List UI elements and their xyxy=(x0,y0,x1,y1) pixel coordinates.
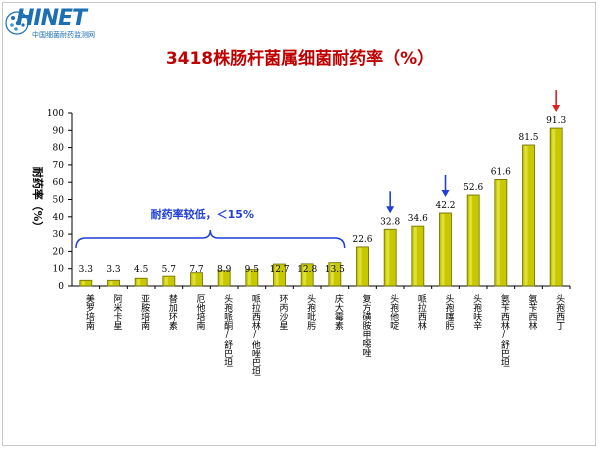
data-label: 32.8 xyxy=(380,217,400,227)
data-label: 5.7 xyxy=(162,265,177,275)
category-label: 头孢西丁 xyxy=(554,294,565,330)
logo-name: HINET xyxy=(16,6,87,31)
bar-highlight xyxy=(358,247,362,285)
y-tick-label: 40 xyxy=(53,213,65,223)
y-tick-label: 0 xyxy=(58,282,64,292)
data-label: 3.3 xyxy=(106,265,121,275)
hinet-logo: HINET 中国细菌耐药监测网 xyxy=(2,4,102,44)
bar xyxy=(494,179,508,287)
bar-highlight xyxy=(524,146,528,285)
arrow-head xyxy=(441,189,450,197)
y-tick-label: 100 xyxy=(47,109,64,119)
category-label: 头孢他啶 xyxy=(388,294,399,331)
category-label: 环丙沙星 xyxy=(278,294,289,330)
annotation-text: 耐药率较低，＜15% xyxy=(151,207,254,221)
bar-highlight xyxy=(109,281,113,285)
bar-highlight xyxy=(496,180,500,285)
bar-highlight xyxy=(247,270,251,285)
category-label: 复方磺胺甲噁唑 xyxy=(361,293,372,357)
bar-highlight xyxy=(552,129,556,285)
data-label: 52.6 xyxy=(463,183,483,193)
y-tick-label: 10 xyxy=(53,265,65,275)
category-label: 氨苄西林 xyxy=(527,293,538,331)
y-axis-label: 耐药率（%） xyxy=(31,167,45,232)
data-label: 3.3 xyxy=(79,265,94,275)
bar xyxy=(356,246,369,287)
category-label: 庆大霉素 xyxy=(333,293,344,330)
data-label: 42.2 xyxy=(435,201,455,211)
y-tick-label: 90 xyxy=(53,126,65,136)
data-label: 61.6 xyxy=(491,167,511,177)
bar-highlight xyxy=(275,265,279,285)
arrow-head xyxy=(386,206,395,214)
data-label: 34.6 xyxy=(408,214,428,224)
data-label: 8.9 xyxy=(217,265,232,275)
category-label: 亚胺培南 xyxy=(139,294,150,330)
category-label: 阿米卡星 xyxy=(112,294,123,330)
category-label: 头孢吡肟 xyxy=(305,294,316,331)
data-label: 9.5 xyxy=(245,265,260,275)
arrow-head xyxy=(552,105,561,113)
bar xyxy=(383,228,397,287)
logo-subtitle: 中国细菌耐药监测网 xyxy=(32,31,95,39)
bar-highlight xyxy=(137,279,141,285)
globe-icon xyxy=(5,11,29,35)
bar xyxy=(107,279,120,287)
category-label: 厄他培南 xyxy=(195,294,206,330)
category-label: 替加环素 xyxy=(167,293,178,330)
bar-highlight xyxy=(220,271,224,285)
data-label: 91.3 xyxy=(546,116,566,126)
y-tick-label: 80 xyxy=(53,144,65,154)
bar-highlight xyxy=(469,196,473,285)
data-label: 22.6 xyxy=(352,235,372,245)
category-label: 哌拉西林/他唑巴坦 xyxy=(250,293,260,376)
y-tick-label: 60 xyxy=(53,178,65,188)
bar-highlight xyxy=(164,277,168,285)
data-label: 4.5 xyxy=(134,265,149,275)
y-tick-label: 50 xyxy=(53,196,65,206)
bar xyxy=(79,279,93,287)
y-tick-label: 30 xyxy=(53,230,65,240)
bar xyxy=(466,194,480,287)
y-tick-label: 20 xyxy=(53,247,65,257)
slide-frame xyxy=(2,2,596,446)
chart-title: 3418株肠杆菌属细菌耐药率（%） xyxy=(165,49,435,69)
bar-highlight xyxy=(330,263,334,285)
bar xyxy=(522,144,535,287)
data-label: 7.7 xyxy=(189,265,204,275)
bar xyxy=(439,212,452,287)
data-label: 81.5 xyxy=(518,133,538,143)
bar-highlight xyxy=(303,264,307,285)
category-label: 哌拉西林 xyxy=(416,293,427,331)
data-label: 12.8 xyxy=(297,265,317,275)
bar-highlight xyxy=(441,213,445,285)
bar-highlight xyxy=(386,230,390,285)
bar-highlight xyxy=(413,227,417,285)
bar xyxy=(549,127,563,287)
category-label: 头孢噻肟 xyxy=(444,294,455,331)
bar xyxy=(162,275,176,287)
category-label: 氨苄西林/舒巴坦 xyxy=(499,293,510,367)
category-label: 美罗培南 xyxy=(84,293,95,330)
brace xyxy=(75,229,346,249)
data-label: 13.5 xyxy=(325,265,345,275)
bar-highlight xyxy=(81,281,85,285)
data-label: 12.7 xyxy=(269,265,289,275)
category-label: 头孢哌酮/舒巴坦 xyxy=(222,294,233,367)
bar xyxy=(411,225,425,287)
y-tick-label: 70 xyxy=(53,161,65,171)
bar xyxy=(134,277,148,287)
category-label: 头孢呋辛 xyxy=(471,294,482,331)
bar-highlight xyxy=(192,273,196,285)
